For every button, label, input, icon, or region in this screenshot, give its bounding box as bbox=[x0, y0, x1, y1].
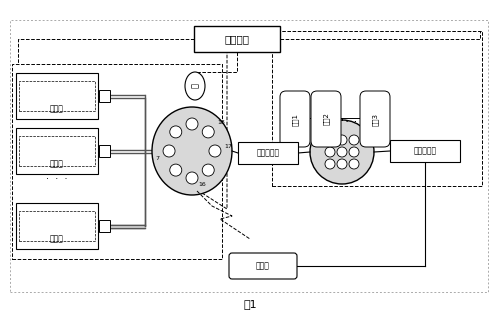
FancyBboxPatch shape bbox=[311, 91, 341, 147]
Text: 7: 7 bbox=[155, 156, 159, 161]
Circle shape bbox=[349, 159, 359, 169]
Ellipse shape bbox=[310, 120, 374, 184]
FancyBboxPatch shape bbox=[229, 253, 297, 279]
FancyBboxPatch shape bbox=[360, 91, 390, 147]
Circle shape bbox=[337, 147, 347, 157]
Circle shape bbox=[186, 172, 198, 184]
Text: …: … bbox=[345, 112, 357, 126]
Bar bbox=[19, 136, 95, 166]
Circle shape bbox=[337, 135, 347, 145]
Bar bbox=[19, 211, 95, 241]
Circle shape bbox=[202, 164, 214, 176]
Bar bbox=[390, 140, 460, 162]
Bar bbox=[99, 220, 110, 232]
Bar bbox=[238, 142, 298, 164]
Text: 多级稀释器: 多级稀释器 bbox=[256, 149, 280, 158]
Circle shape bbox=[349, 147, 359, 157]
Text: 反应池: 反应池 bbox=[50, 105, 64, 113]
Text: 废液池: 废液池 bbox=[256, 262, 270, 270]
Text: 浓度分析仪: 浓度分析仪 bbox=[414, 147, 436, 155]
Text: 试剩2: 试剩2 bbox=[322, 112, 330, 125]
Bar bbox=[194, 26, 280, 52]
Bar bbox=[12, 64, 222, 259]
Bar bbox=[19, 81, 95, 111]
Bar bbox=[10, 20, 488, 292]
Bar bbox=[16, 128, 98, 174]
Circle shape bbox=[325, 147, 335, 157]
Text: 反应池: 反应池 bbox=[50, 160, 64, 169]
Circle shape bbox=[349, 135, 359, 145]
Text: ·  ·  ·: · · · bbox=[46, 174, 68, 184]
Circle shape bbox=[163, 145, 175, 157]
Text: 16: 16 bbox=[198, 182, 206, 187]
Circle shape bbox=[337, 159, 347, 169]
Circle shape bbox=[170, 126, 182, 138]
Circle shape bbox=[325, 159, 335, 169]
Circle shape bbox=[325, 135, 335, 145]
Bar bbox=[99, 145, 110, 157]
Text: 泵: 泵 bbox=[190, 84, 200, 89]
Circle shape bbox=[170, 164, 182, 176]
Text: 反应池: 反应池 bbox=[50, 235, 64, 243]
Bar bbox=[99, 90, 110, 102]
Circle shape bbox=[186, 118, 198, 130]
Ellipse shape bbox=[185, 72, 205, 100]
Bar bbox=[16, 203, 98, 249]
Text: 微计算机: 微计算机 bbox=[224, 34, 250, 44]
FancyBboxPatch shape bbox=[280, 91, 310, 147]
Text: 试剩3: 试剩3 bbox=[372, 112, 378, 126]
Ellipse shape bbox=[152, 107, 232, 195]
Circle shape bbox=[209, 145, 221, 157]
Bar bbox=[16, 73, 98, 119]
Circle shape bbox=[202, 126, 214, 138]
Text: 17: 17 bbox=[224, 143, 232, 149]
Text: 图1: 图1 bbox=[243, 299, 257, 309]
Text: 18: 18 bbox=[217, 121, 225, 126]
Text: 试剩1: 试剩1 bbox=[292, 112, 298, 126]
Bar bbox=[272, 31, 482, 186]
